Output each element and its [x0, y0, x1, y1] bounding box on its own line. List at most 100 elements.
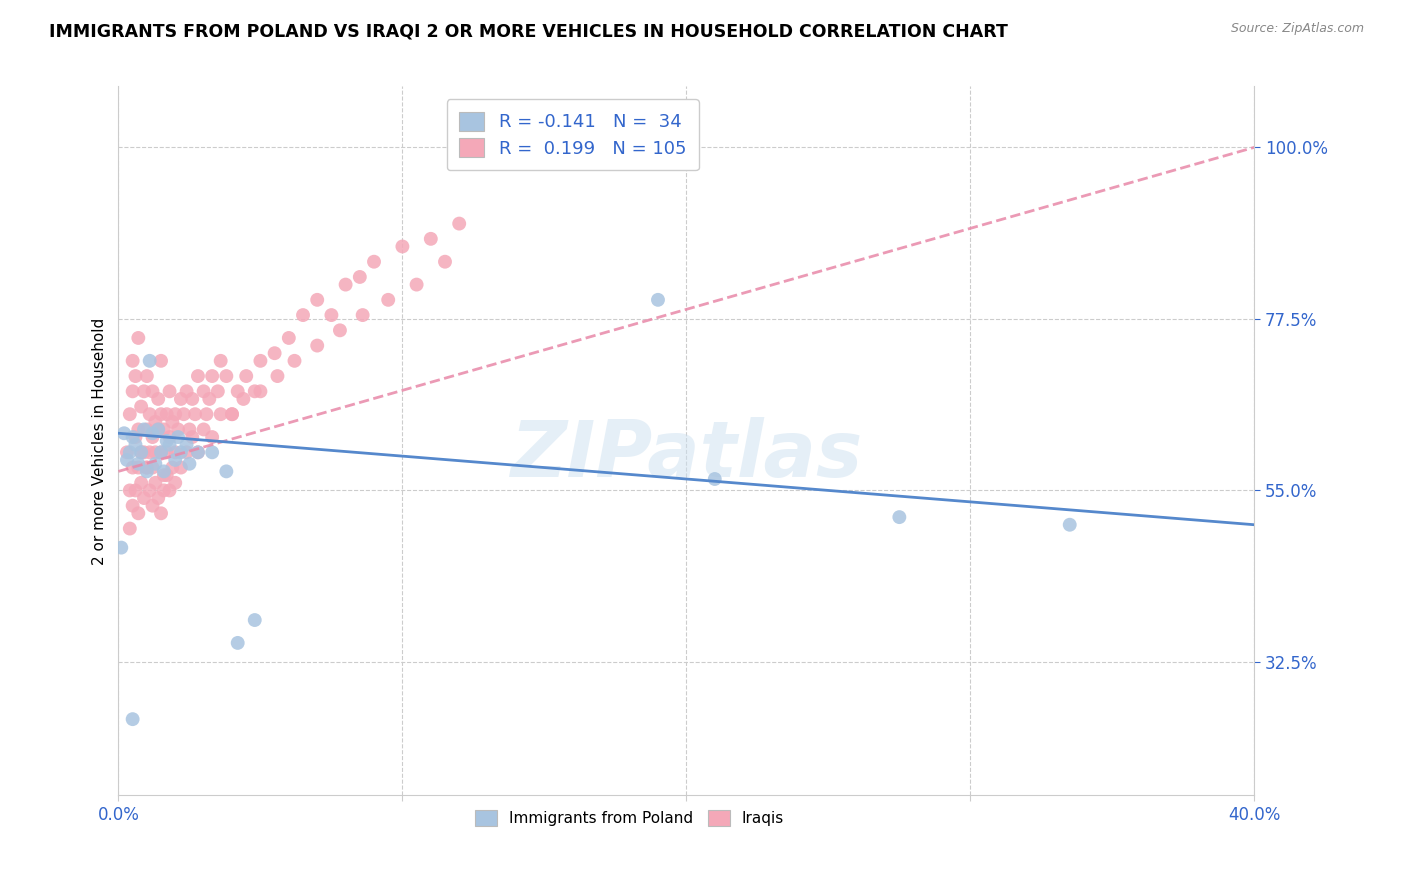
Point — [201, 430, 224, 444]
Point — [226, 636, 249, 650]
Point — [277, 331, 299, 345]
Point — [307, 293, 329, 307]
Point — [249, 354, 271, 368]
Point — [132, 445, 155, 459]
Point — [141, 460, 163, 475]
Point — [156, 407, 179, 421]
Point — [141, 499, 163, 513]
Point — [162, 415, 184, 429]
Point — [156, 468, 179, 483]
Point — [170, 392, 193, 406]
Point — [165, 407, 187, 421]
Point — [419, 232, 441, 246]
Point — [148, 392, 170, 406]
Point — [135, 460, 157, 475]
Point — [129, 400, 152, 414]
Point — [170, 445, 193, 459]
Point — [1059, 517, 1081, 532]
Point — [150, 445, 173, 459]
Point — [121, 712, 143, 726]
Point — [226, 384, 249, 399]
Point — [153, 464, 176, 478]
Point — [118, 522, 141, 536]
Point — [266, 369, 288, 384]
Point — [159, 430, 181, 444]
Point — [132, 491, 155, 505]
Point — [201, 445, 224, 459]
Point — [221, 407, 243, 421]
Point — [167, 430, 190, 444]
Point — [184, 407, 207, 421]
Point — [377, 293, 399, 307]
Point — [391, 239, 413, 253]
Point — [110, 541, 132, 555]
Point — [249, 384, 271, 399]
Point — [143, 457, 166, 471]
Point — [181, 430, 204, 444]
Point — [156, 445, 179, 459]
Point — [129, 445, 152, 459]
Point — [115, 453, 138, 467]
Point — [889, 510, 911, 524]
Point — [138, 354, 160, 368]
Point — [292, 308, 315, 322]
Point — [187, 369, 209, 384]
Point — [283, 354, 305, 368]
Point — [135, 369, 157, 384]
Point — [179, 422, 201, 436]
Point — [173, 407, 195, 421]
Point — [207, 384, 229, 399]
Point — [165, 445, 187, 459]
Point — [148, 491, 170, 505]
Point — [335, 277, 357, 292]
Point — [150, 354, 173, 368]
Point — [263, 346, 285, 360]
Point — [165, 475, 187, 490]
Point — [176, 438, 198, 452]
Point — [221, 407, 243, 421]
Point — [363, 254, 385, 268]
Point — [235, 369, 257, 384]
Point — [352, 308, 374, 322]
Point — [159, 438, 181, 452]
Point — [148, 422, 170, 436]
Y-axis label: 2 or more Vehicles in Household: 2 or more Vehicles in Household — [93, 318, 107, 565]
Point — [138, 483, 160, 498]
Point — [159, 483, 181, 498]
Point — [150, 506, 173, 520]
Point — [127, 460, 149, 475]
Point — [138, 407, 160, 421]
Point — [121, 354, 143, 368]
Point — [449, 217, 471, 231]
Text: Source: ZipAtlas.com: Source: ZipAtlas.com — [1230, 22, 1364, 36]
Point — [124, 369, 146, 384]
Point — [179, 457, 201, 471]
Point — [349, 269, 371, 284]
Point — [167, 422, 190, 436]
Point — [195, 407, 218, 421]
Point — [150, 445, 173, 459]
Point — [647, 293, 669, 307]
Point — [153, 422, 176, 436]
Point — [118, 483, 141, 498]
Point — [135, 464, 157, 478]
Point — [127, 422, 149, 436]
Point — [127, 457, 149, 471]
Point — [124, 438, 146, 452]
Point — [193, 384, 215, 399]
Point — [198, 392, 221, 406]
Point — [176, 384, 198, 399]
Point — [170, 460, 193, 475]
Point — [187, 445, 209, 459]
Point — [162, 460, 184, 475]
Point — [215, 369, 238, 384]
Point — [141, 426, 163, 441]
Point — [143, 475, 166, 490]
Point — [129, 445, 152, 459]
Point — [405, 277, 427, 292]
Point — [135, 422, 157, 436]
Point — [329, 323, 352, 337]
Point — [124, 483, 146, 498]
Point — [138, 445, 160, 459]
Point — [187, 445, 209, 459]
